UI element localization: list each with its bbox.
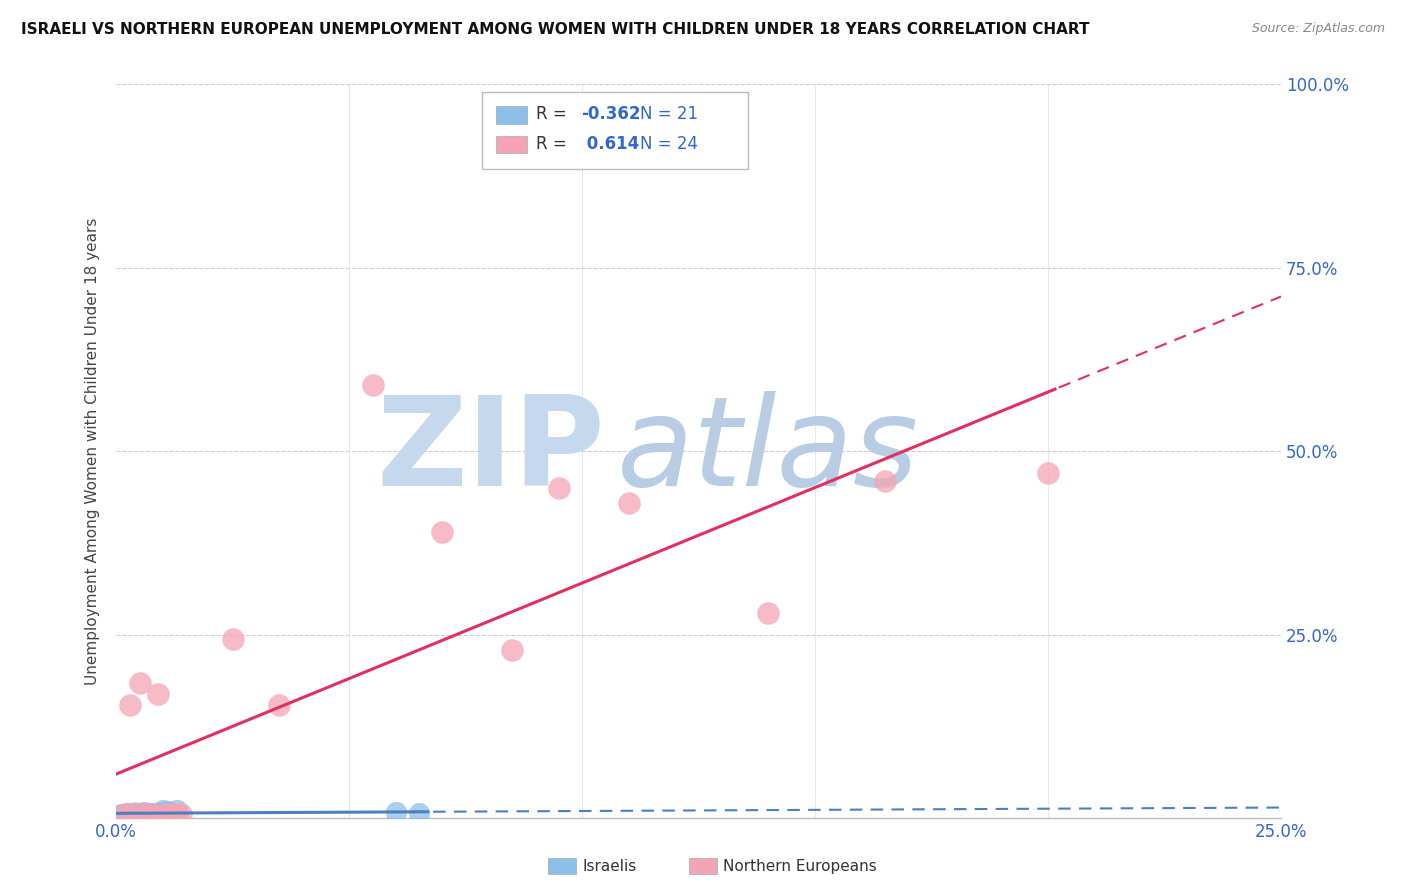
Point xyxy=(114,807,136,822)
Point xyxy=(138,807,160,822)
Text: R =: R = xyxy=(536,135,572,153)
Text: N = 21: N = 21 xyxy=(640,105,697,123)
Point xyxy=(142,805,165,820)
Point xyxy=(156,807,179,822)
Point xyxy=(138,806,160,821)
Text: 0.614: 0.614 xyxy=(581,135,638,153)
Point xyxy=(269,698,291,712)
Text: N = 24: N = 24 xyxy=(640,135,697,153)
Text: R =: R = xyxy=(536,105,572,123)
Point xyxy=(222,632,245,646)
Point xyxy=(128,806,150,821)
Point xyxy=(385,805,408,819)
Point xyxy=(110,807,132,822)
Point xyxy=(134,807,156,822)
Point xyxy=(128,807,150,822)
Point xyxy=(148,687,170,701)
Point xyxy=(148,805,170,820)
Point xyxy=(120,806,142,821)
Point xyxy=(120,808,142,822)
Point xyxy=(124,805,146,820)
Point xyxy=(134,807,156,822)
Point xyxy=(124,807,146,822)
Point xyxy=(152,807,174,822)
Point xyxy=(120,698,142,712)
Point xyxy=(152,804,174,818)
Point xyxy=(873,474,896,488)
Point xyxy=(1036,467,1059,481)
Point xyxy=(134,805,156,819)
Point xyxy=(432,525,454,540)
Point xyxy=(110,808,132,822)
Text: atlas: atlas xyxy=(617,391,920,512)
Point xyxy=(617,496,640,510)
Point xyxy=(128,675,150,690)
Point xyxy=(758,606,780,620)
Point xyxy=(170,807,193,822)
Point xyxy=(114,806,136,821)
Point xyxy=(408,806,430,821)
Point xyxy=(156,804,179,818)
Point xyxy=(166,803,188,817)
Point xyxy=(547,481,569,495)
Text: -0.362: -0.362 xyxy=(581,105,640,123)
Point xyxy=(152,805,174,819)
Text: ISRAELI VS NORTHERN EUROPEAN UNEMPLOYMENT AMONG WOMEN WITH CHILDREN UNDER 18 YEA: ISRAELI VS NORTHERN EUROPEAN UNEMPLOYMEN… xyxy=(21,22,1090,37)
Point xyxy=(160,807,183,822)
Point xyxy=(166,807,188,822)
Text: ZIP: ZIP xyxy=(377,391,606,512)
Y-axis label: Unemployment Among Women with Children Under 18 years: Unemployment Among Women with Children U… xyxy=(86,218,100,685)
Point xyxy=(501,642,523,657)
Text: Israelis: Israelis xyxy=(582,859,637,873)
Point xyxy=(110,808,132,822)
Point xyxy=(114,807,136,822)
Point xyxy=(124,805,146,820)
Text: Source: ZipAtlas.com: Source: ZipAtlas.com xyxy=(1251,22,1385,36)
Point xyxy=(361,378,384,392)
Text: Northern Europeans: Northern Europeans xyxy=(723,859,876,873)
Point xyxy=(142,807,165,822)
